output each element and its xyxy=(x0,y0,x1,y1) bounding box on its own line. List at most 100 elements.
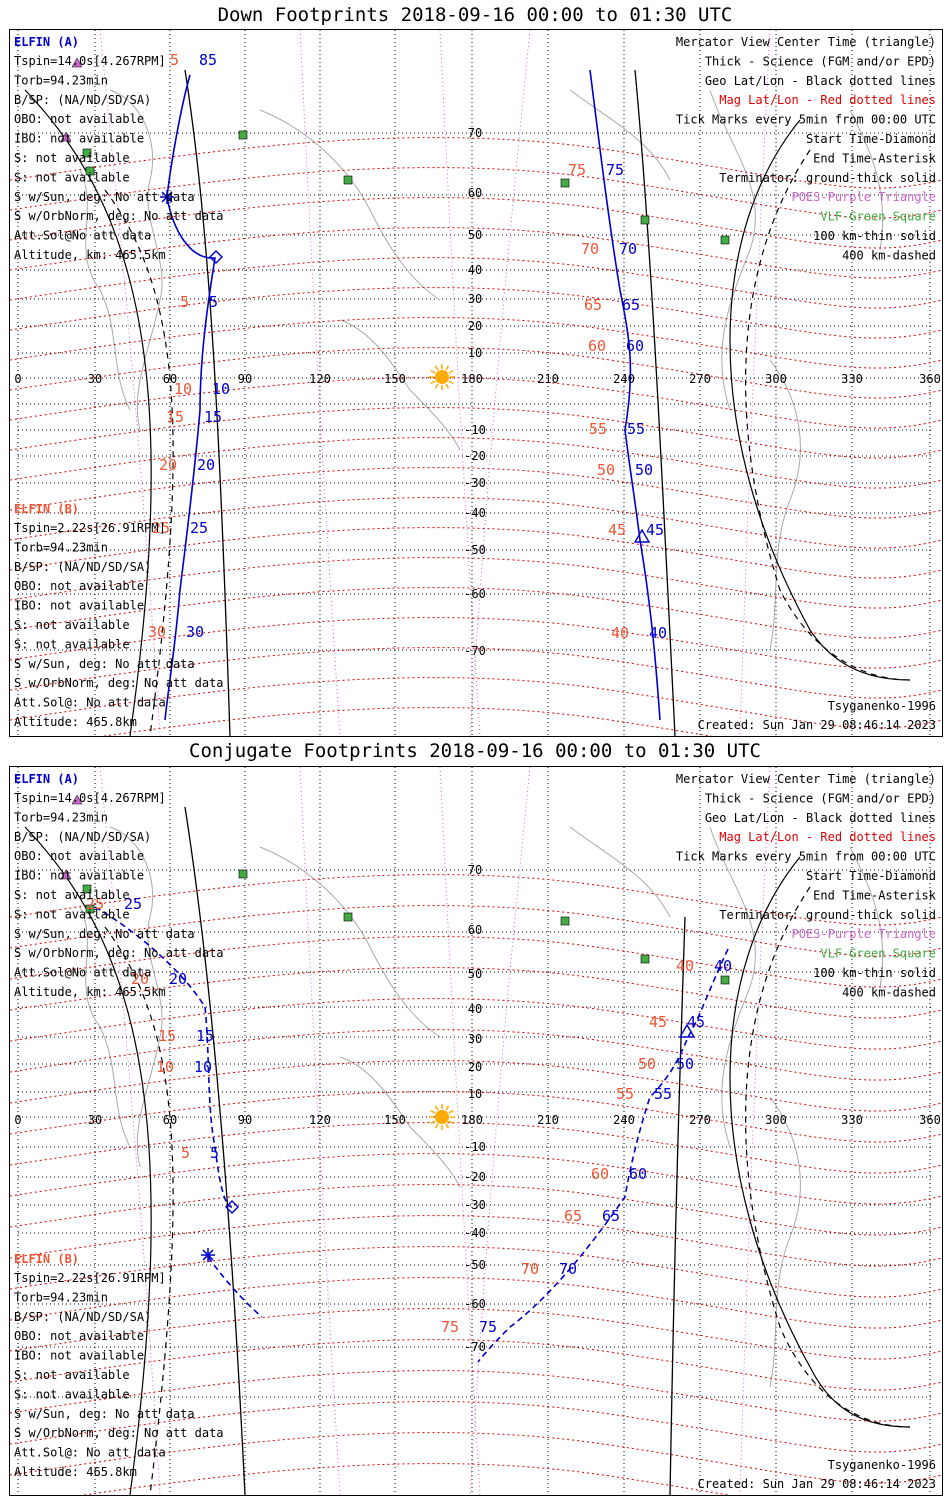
tick-label-blue: 70 xyxy=(619,240,637,258)
tick-label-blue: 50 xyxy=(676,1055,694,1073)
coastline xyxy=(259,109,441,301)
lat-label: -60 xyxy=(464,1297,486,1311)
lat-label: -40 xyxy=(464,1226,486,1240)
mag-lat-curve xyxy=(9,317,943,369)
lat-label: 20 xyxy=(468,319,482,333)
lat-label: -20 xyxy=(464,1170,486,1184)
sun-ray xyxy=(448,369,454,374)
tick-label-orange: 20 xyxy=(131,970,149,988)
mag-lon-curve xyxy=(439,766,481,1496)
sun-ray xyxy=(445,1105,450,1111)
poes-triangle xyxy=(60,131,72,142)
legend-item: Tick Marks every 5min from 00:00 UTC xyxy=(676,850,936,864)
vlf-station-square xyxy=(343,175,353,185)
legend-item: 100 km-thin solid xyxy=(813,966,936,980)
lon-label: 360 xyxy=(919,1113,941,1127)
elfin-b-info: Tspin=2.22s[26.91RPM] xyxy=(14,1271,166,1285)
lon-label: 330 xyxy=(841,1113,863,1127)
lon-label: 0 xyxy=(14,1113,21,1127)
tick-label-blue: 55 xyxy=(654,1085,672,1103)
lat-label: -30 xyxy=(464,1198,486,1212)
tick-label-blue: 70 xyxy=(559,1260,577,1278)
terminator-line xyxy=(729,856,911,1428)
coastline xyxy=(849,846,884,988)
coastline xyxy=(339,319,461,451)
mag-lat-curve xyxy=(9,287,943,339)
elfin-a-info: Tspin=14.0s[4.267RPM] xyxy=(14,54,166,68)
tick-label-blue: 25 xyxy=(124,895,142,913)
orbit-trace xyxy=(589,69,661,721)
tick-label-blue: 5 xyxy=(210,1144,219,1162)
mag-lat-curve xyxy=(9,557,943,609)
panel-down: 0 30 60 90 120 150 180 210 240 270 300 330 360 70 60 50… xyxy=(9,29,943,759)
start-diamond-icon xyxy=(225,1200,239,1214)
coastline xyxy=(769,359,801,651)
mag-lat-curve xyxy=(9,167,943,219)
elfin-a-info: Altitude, km: 465.5km xyxy=(14,248,166,262)
elfin-b-info: Torb=94.23min xyxy=(14,540,108,554)
tick-label-orange: 5 xyxy=(181,1144,190,1162)
mag-lat-curve xyxy=(9,1277,943,1329)
legend-item: Mag Lat/Lon - Red dotted lines xyxy=(719,830,936,844)
mag-lat-curve xyxy=(9,407,943,459)
lat-label: 70 xyxy=(468,863,482,877)
lon-label: 330 xyxy=(841,372,863,386)
tick-label-blue: 75 xyxy=(606,161,624,179)
elfin-b-info: B/SP: (NA/ND/SD/SA) xyxy=(14,560,151,574)
legend-item: Thick - Science (FGM and/or EPD) xyxy=(705,791,936,805)
lat-label: 40 xyxy=(468,263,482,277)
tick-label-blue: 75 xyxy=(479,1318,497,1336)
legend-item: Terminator: ground-thick solid xyxy=(719,171,936,185)
lon-label: 120 xyxy=(309,372,331,386)
tick-label-orange: 15 xyxy=(166,408,184,426)
center-triangle-icon xyxy=(678,1023,696,1038)
lon-label: 360 xyxy=(919,372,941,386)
legend-item: 100 km-thin solid xyxy=(813,229,936,243)
elfin-b-info: S: not available xyxy=(14,637,130,651)
mag-lat-curve xyxy=(9,936,943,988)
sun-ray xyxy=(448,380,454,385)
elfin-b-info: S w/Sun, deg: No att data xyxy=(14,1407,195,1421)
mag-lat-curve xyxy=(9,1308,943,1360)
coastline xyxy=(339,1056,461,1188)
terminator-line xyxy=(669,916,686,1496)
lat-label: 60 xyxy=(468,186,482,200)
sun-ray xyxy=(448,1120,454,1125)
mag-lat-curve xyxy=(9,1215,943,1267)
elfin-b-info: S: not available xyxy=(14,1387,130,1401)
center-triangle-icon xyxy=(633,528,651,543)
poes-triangle xyxy=(60,869,72,880)
lat-label: -70 xyxy=(464,644,486,658)
tick-label-blue: 15 xyxy=(204,408,222,426)
mag-lon-curve xyxy=(299,766,341,1496)
sun-icon xyxy=(435,370,449,384)
elfin-b-info: Att.Sol@: No att data xyxy=(14,696,166,710)
tick-label-orange: 40 xyxy=(676,957,694,975)
sun-ray xyxy=(434,1123,439,1129)
lat-label: 40 xyxy=(468,1002,482,1016)
lat-label: 70 xyxy=(468,126,482,140)
tick-label-orange: 65 xyxy=(584,296,602,314)
tick-label-blue: 60 xyxy=(626,337,644,355)
tick-label-blue: 85 xyxy=(199,51,217,69)
elfin-b-info: S w/Sun, deg: No att data xyxy=(14,657,195,671)
mag-lat-curve xyxy=(9,527,943,579)
tick-label-orange: 55 xyxy=(616,1085,634,1103)
tick-label-orange: 25 xyxy=(86,895,104,913)
mag-lon-curve xyxy=(469,29,531,737)
start-diamond-icon xyxy=(209,250,223,264)
tick-label-orange: 10 xyxy=(174,380,192,398)
elfin-b-info: OBO: not available xyxy=(14,579,144,593)
tick-label-orange: 15 xyxy=(158,1027,176,1045)
coastline xyxy=(849,109,884,251)
map-conjugate: 0 30 60 90 120 150 180 210 240 270 300 330 360 70 60 50… xyxy=(9,766,943,1500)
elfin-a-info: IBO: not available xyxy=(14,869,144,883)
tick-label-blue: 20 xyxy=(169,970,187,988)
mag-lat-curve xyxy=(9,1432,943,1484)
coastline xyxy=(709,826,756,1148)
tick-label-blue: 20 xyxy=(197,456,215,474)
vlf-station-square xyxy=(85,166,95,176)
coastline xyxy=(79,906,131,1148)
lon-label: 120 xyxy=(309,1113,331,1127)
coastline xyxy=(79,169,131,411)
